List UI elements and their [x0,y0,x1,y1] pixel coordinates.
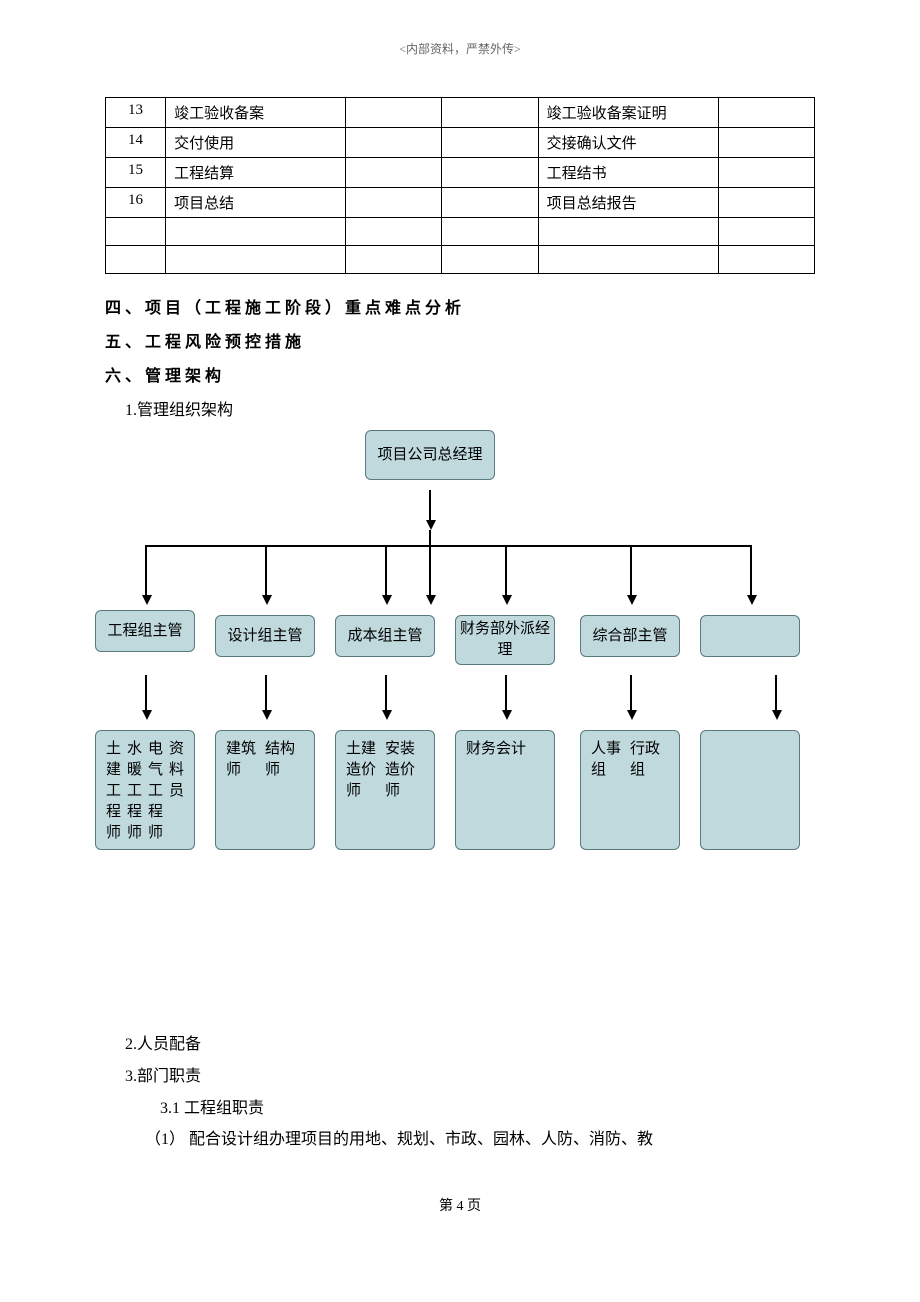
org-node-level2-1: 设计组主管 [215,615,315,657]
org-node-level3-0: 土建工程师水暖工程师电气工程师资料员 [95,730,195,850]
table-cell [718,246,814,274]
connector-line [630,545,632,595]
table-cell [442,158,538,188]
table-row: 13竣工验收备案 竣工验收备案证明 [106,98,815,128]
page-header-watermark: <内部资料，严禁外传> [0,40,920,57]
table-cell: 16 [106,188,166,218]
table-cell [346,246,442,274]
arrow-down-icon [627,710,637,720]
table-cell [718,158,814,188]
table-cell [442,218,538,246]
org-node-level2-3: 财务部外派经理 [455,615,555,665]
section-5-heading: 五、工程风险预控措施 [105,328,815,352]
arrow-down-icon [502,710,512,720]
connector-line [630,675,632,710]
table-cell [106,218,166,246]
table-row: 14交付使用 交接确认文件 [106,128,815,158]
table-cell [166,218,346,246]
table-cell [718,128,814,158]
table-cell [346,128,442,158]
table-cell: 15 [106,158,166,188]
org-node-level2-4: 综合部主管 [580,615,680,657]
connector-line [145,675,147,710]
table-cell [106,246,166,274]
subsection-6-1: 1.管理组织架构 [125,396,815,420]
connector-line [775,675,777,710]
table-row [106,218,815,246]
org-node-level3-1: 建筑师结构师 [215,730,315,850]
table-cell [442,246,538,274]
org-chart: 项目公司总经理工程组主管设计组主管成本组主管财务部外派经理综合部主管土建工程师水… [95,430,805,970]
subsection-6-3: 3.部门职责 [125,1062,815,1086]
connector-line [145,545,750,547]
table-row: 16项目总结 项目总结报告 [106,188,815,218]
table-cell [346,188,442,218]
table-row [106,246,815,274]
arrow-down-icon [627,595,637,605]
table-cell: 13 [106,98,166,128]
page-footer: 第 4 页 [0,1195,920,1215]
table-cell: 工程结算 [166,158,346,188]
connector-line [429,530,431,545]
table-cell: 竣工验收备案 [166,98,346,128]
arrow-down-icon [382,595,392,605]
table-cell: 项目总结报告 [538,188,718,218]
org-node-level3-4: 人事组行政组 [580,730,680,850]
table-cell: 交接确认文件 [538,128,718,158]
connector-line [265,545,267,595]
table-cell: 交付使用 [166,128,346,158]
table-row: 15工程结算 工程结书 [106,158,815,188]
paragraph-6-3-1-1: （1） 配合设计组办理项目的用地、规划、市政、园林、人防、消防、教 [145,1126,815,1155]
arrow-down-icon [747,595,757,605]
table-cell [538,218,718,246]
subsection-6-3-1: 3.1 工程组职责 [160,1094,815,1118]
arrow-down-icon [382,710,392,720]
connector-line [385,675,387,710]
org-node-level2-0: 工程组主管 [95,610,195,652]
table-cell [166,246,346,274]
table-cell [442,98,538,128]
table-cell [346,218,442,246]
content-area: 13竣工验收备案竣工验收备案证明14交付使用交接确认文件15工程结算工程结书16… [0,97,920,1155]
connector-line [429,490,431,520]
table-cell [346,98,442,128]
connector-line [505,545,507,595]
org-node-level3-5 [700,730,800,850]
arrow-down-icon [426,595,436,605]
connector-line [145,545,147,595]
section-6-heading: 六、管理架构 [105,362,815,386]
table-cell: 竣工验收备案证明 [538,98,718,128]
table-cell [718,188,814,218]
table-cell: 工程结书 [538,158,718,188]
connector-line [429,545,431,595]
section-4-heading: 四、项目（工程施工阶段）重点难点分析 [105,294,815,318]
arrow-down-icon [142,595,152,605]
connector-line [505,675,507,710]
arrow-down-icon [262,595,272,605]
connector-line [265,675,267,710]
arrow-down-icon [262,710,272,720]
table-cell: 14 [106,128,166,158]
table-cell [346,158,442,188]
arrow-down-icon [142,710,152,720]
connector-line [385,545,387,595]
project-phase-table: 13竣工验收备案竣工验收备案证明14交付使用交接确认文件15工程结算工程结书16… [105,97,815,274]
table-cell [442,188,538,218]
connector-line [750,545,752,595]
org-node-level2-5 [700,615,800,657]
arrow-down-icon [426,520,436,530]
org-node-root: 项目公司总经理 [365,430,495,480]
org-node-level3-2: 土建造价师安装造价师 [335,730,435,850]
org-node-level2-2: 成本组主管 [335,615,435,657]
table-cell [718,98,814,128]
arrow-down-icon [772,710,782,720]
table-cell [718,218,814,246]
subsection-6-2: 2.人员配备 [125,1030,815,1054]
table-cell: 项目总结 [166,188,346,218]
arrow-down-icon [502,595,512,605]
table-cell [538,246,718,274]
org-node-level3-3: 财务会计 [455,730,555,850]
table-cell [442,128,538,158]
